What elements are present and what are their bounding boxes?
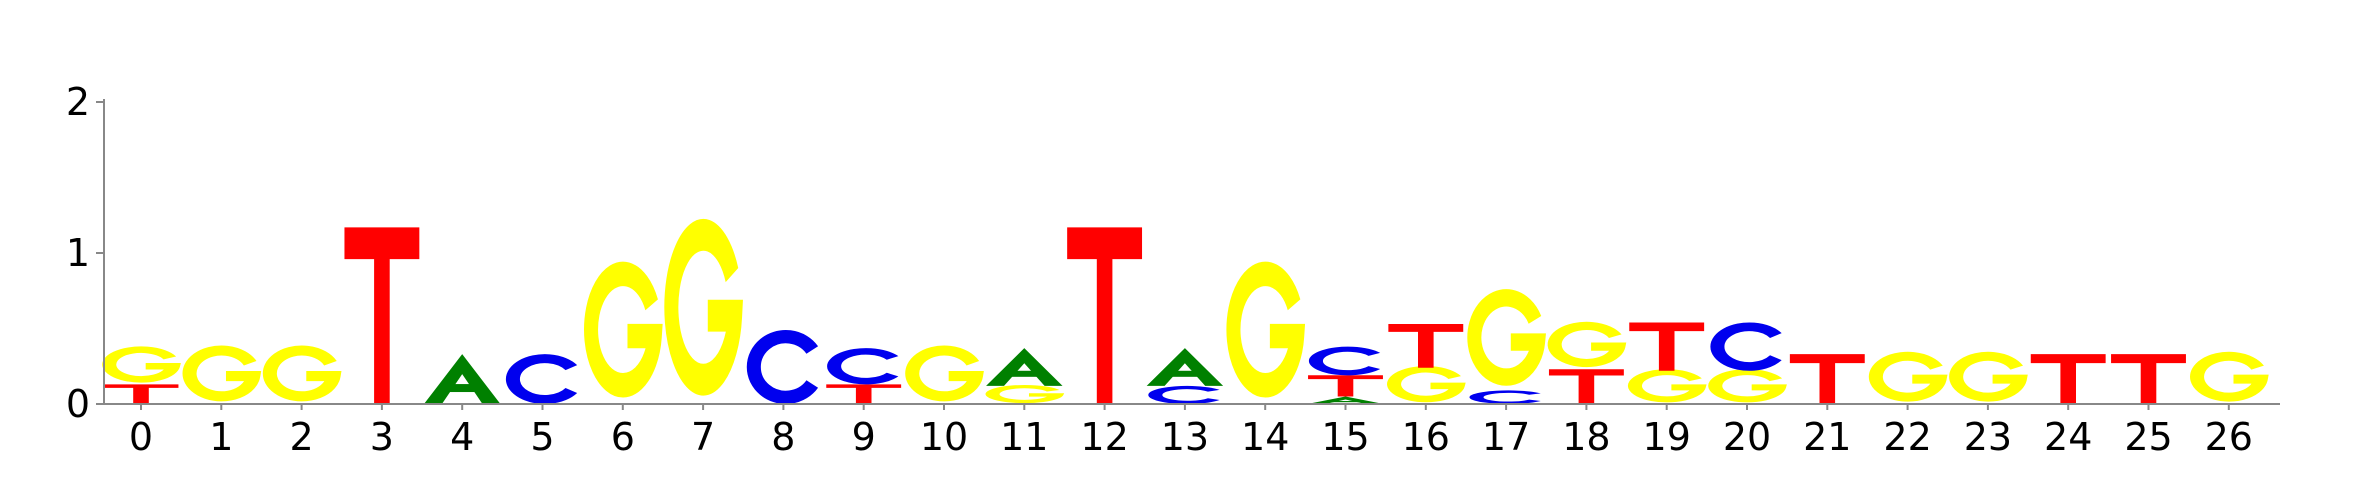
x-tick-label: 5 (530, 415, 554, 459)
letter-G-pos-26 (2197, 356, 2261, 397)
letter-G-pos-2 (270, 350, 334, 396)
letter-C-pos-5 (513, 359, 571, 400)
y-axis-ticks: 0 1 2 (66, 80, 104, 426)
letter-T-pos-9 (826, 384, 901, 404)
letter-G-pos-19 (1635, 372, 1699, 399)
letter-A-pos-11 (986, 348, 1062, 386)
letter-G-pos-22 (1876, 356, 1940, 397)
letter-G-pos-0 (109, 350, 173, 380)
letter-C-pos-20 (1717, 327, 1775, 367)
letter-A-pos-15 (1307, 396, 1383, 404)
x-tick-label: 10 (920, 415, 968, 459)
logo-letters (104, 227, 2261, 404)
x-tick-label: 22 (1883, 415, 1931, 459)
letter-T-pos-25 (2111, 354, 2186, 404)
letter-C-pos-13 (1155, 388, 1213, 403)
x-tick-label: 19 (1643, 415, 1691, 459)
x-tick-label: 24 (2044, 415, 2092, 459)
letter-G-pos-10 (912, 350, 976, 396)
x-tick-label: 0 (129, 415, 153, 459)
x-tick-label: 12 (1080, 415, 1128, 459)
letter-A-pos-4 (424, 354, 500, 404)
letter-C-pos-9 (834, 351, 892, 381)
y-tick-label: 0 (66, 382, 90, 426)
letter-G-pos-23 (1956, 356, 2020, 397)
letter-T-pos-24 (2031, 354, 2106, 404)
letter-G-pos-1 (190, 350, 254, 396)
x-tick-label: 8 (771, 415, 795, 459)
letter-T-pos-19 (1629, 322, 1704, 370)
x-tick-label: 18 (1562, 415, 1610, 459)
letter-G-pos-16 (1394, 369, 1458, 399)
letter-G-pos-17 (1474, 298, 1538, 377)
x-tick-label: 4 (450, 415, 474, 459)
x-tick-label: 21 (1803, 415, 1851, 459)
x-tick-label: 26 (2205, 415, 2253, 459)
y-tick-label: 2 (66, 80, 90, 124)
letter-G-pos-6 (591, 274, 655, 385)
x-tick-label: 25 (2124, 415, 2172, 459)
x-tick-label: 15 (1321, 415, 1369, 459)
x-tick-label: 14 (1241, 415, 1289, 459)
letter-C-pos-8 (754, 337, 812, 398)
x-tick-label: 7 (691, 415, 715, 459)
x-tick-label: 17 (1482, 415, 1530, 459)
letter-G-pos-14 (1233, 274, 1297, 385)
y-tick-label: 1 (66, 231, 90, 275)
x-tick-label: 20 (1723, 415, 1771, 459)
letter-T-pos-21 (1790, 354, 1865, 404)
x-tick-label: 3 (370, 415, 394, 459)
x-tick-label: 11 (1000, 415, 1048, 459)
letter-G-pos-11 (993, 387, 1057, 402)
x-tick-label: 9 (852, 415, 876, 459)
letter-C-pos-15 (1316, 349, 1374, 373)
letter-C-pos-17 (1477, 392, 1535, 403)
letter-T-pos-12 (1067, 227, 1142, 404)
letter-G-pos-20 (1715, 372, 1779, 399)
letter-T-pos-16 (1388, 324, 1463, 368)
letter-T-pos-0 (104, 384, 179, 404)
x-tick-label: 6 (611, 415, 635, 459)
x-tick-label: 1 (209, 415, 233, 459)
letter-A-pos-13 (1147, 348, 1223, 386)
letter-T-pos-3 (344, 227, 419, 404)
x-axis-ticks: 0 1 2 3 4 5 6 7 8 9 10 11 12 13 14 15 16 17 18 19 20 21 22 23 24… (129, 404, 2253, 459)
x-tick-label: 2 (290, 415, 314, 459)
letter-G-pos-18 (1555, 326, 1619, 363)
x-tick-label: 16 (1402, 415, 1450, 459)
x-tick-label: 23 (1964, 415, 2012, 459)
x-tick-label: 13 (1161, 415, 1209, 459)
letter-T-pos-18 (1549, 369, 1624, 404)
letter-G-pos-7 (671, 235, 735, 380)
letter-T-pos-15 (1308, 375, 1383, 396)
